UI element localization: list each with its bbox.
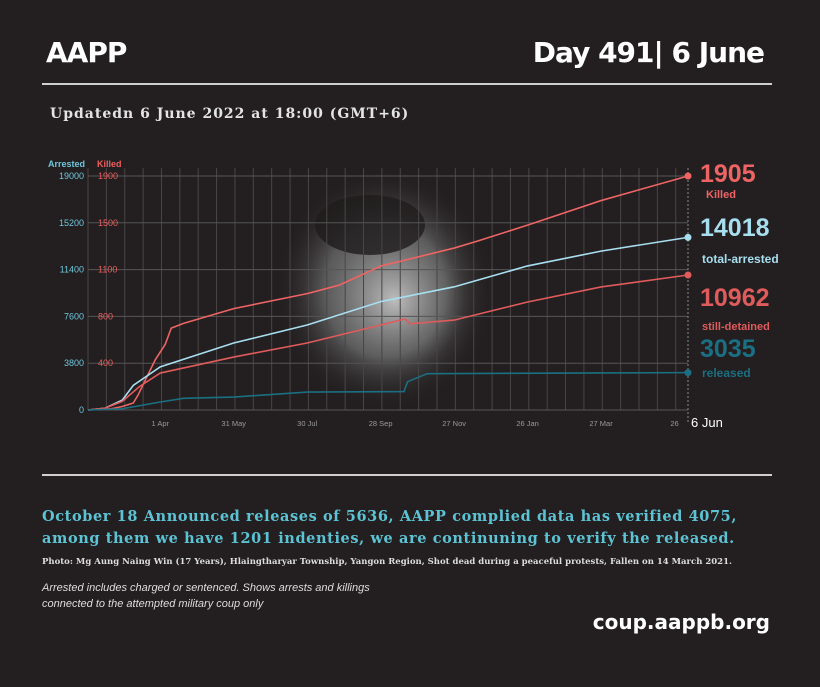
x-tick-label: 26 Jan <box>516 419 539 428</box>
background-photo-portrait <box>275 170 495 410</box>
brand-title: AAPP <box>46 36 127 69</box>
updated-timestamp: Updatedn 6 June 2022 at 18:00 (GMT+6) <box>50 106 410 122</box>
arrested-tick-label: 3800 <box>64 358 84 368</box>
series-value-label: 10962 <box>700 284 770 312</box>
series-value-label: 3035 <box>700 335 756 363</box>
arrested-tick-label: 19000 <box>59 171 84 181</box>
series-value-label: 1905 <box>700 160 756 188</box>
series-end-marker <box>684 369 692 377</box>
killed-axis-label: Killed <box>97 159 122 169</box>
x-tick-label: 27 Mar <box>589 419 613 428</box>
series-line-released <box>87 371 689 411</box>
end-date-label: 6 Jun <box>691 415 723 430</box>
x-tick-label: 26 <box>670 419 678 428</box>
series-line-total-arrested <box>87 236 689 411</box>
x-tick-label: 1 Apr <box>151 419 169 428</box>
series-name-label: released <box>702 366 751 380</box>
x-tick-label: 31 May <box>221 419 246 428</box>
arrested-tick-label: 15200 <box>59 218 84 228</box>
release-note: October 18 Announced releases of 5636, A… <box>42 508 737 547</box>
x-tick-label: 30 Jul <box>297 419 317 428</box>
series-name-label: total-arrested <box>702 252 779 266</box>
arrested-axis-label: Arrested <box>48 159 85 169</box>
killed-tick-label: 1100 <box>98 265 117 275</box>
website-link[interactable]: coup.aappb.org <box>592 610 770 634</box>
killed-tick-label: 1500 <box>98 218 118 228</box>
day-counter: Day 491| 6 June <box>532 36 765 69</box>
series-line-Killed <box>87 175 689 411</box>
footnote: Arrested includes charged or sentenced. … <box>42 580 442 612</box>
footnote-line: Arrested includes charged or sentenced. … <box>42 582 370 594</box>
killed-tick-label: 400 <box>98 358 113 368</box>
killed-tick-label: 800 <box>98 311 113 321</box>
series-name-label: Killed <box>706 189 736 201</box>
series-end-marker <box>684 172 692 180</box>
photo-credit: Photo: Mg Aung Naing Win (17 Years), Hla… <box>42 557 732 567</box>
series-line-still-detained <box>87 274 689 411</box>
series-end-marker <box>684 271 692 279</box>
arrested-tick-label: 0 <box>79 405 84 415</box>
bottom-divider <box>42 474 772 476</box>
series-value-label: 14018 <box>700 214 770 242</box>
footnote-line: connected to the attempted military coup… <box>42 598 264 610</box>
arrested-tick-label: 7600 <box>64 311 84 321</box>
top-divider <box>42 83 772 85</box>
series-name-label: still-detained <box>702 321 770 333</box>
x-tick-label: 27 Nov <box>442 419 466 428</box>
x-tick-label: 28 Sep <box>369 419 393 428</box>
arrested-tick-label: 11400 <box>60 265 84 275</box>
series-end-marker <box>684 233 692 241</box>
killed-tick-label: 1900 <box>98 171 118 181</box>
